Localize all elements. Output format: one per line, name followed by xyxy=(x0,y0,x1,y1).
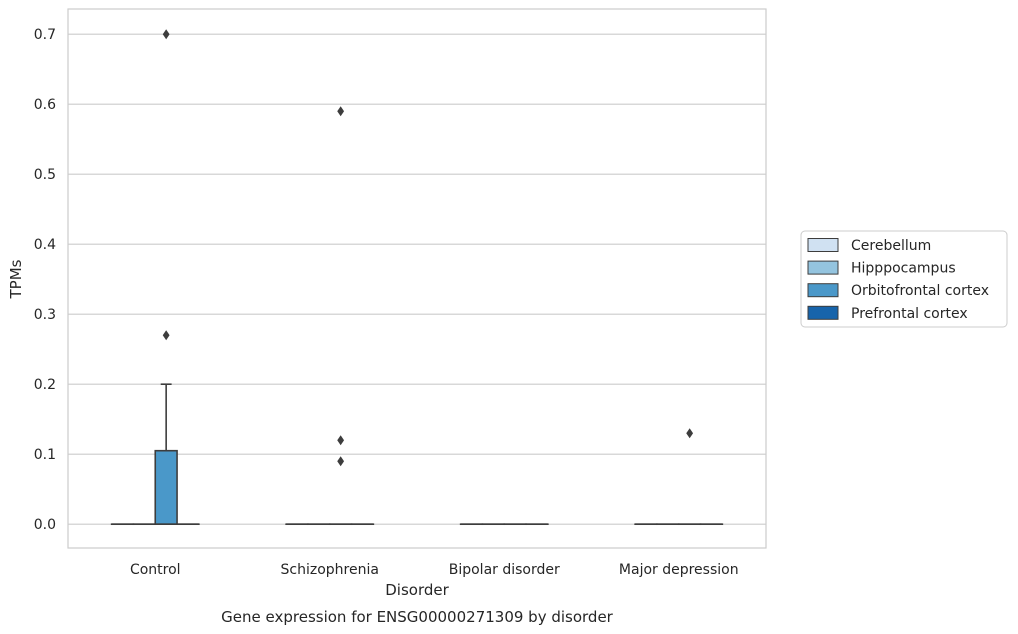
legend-swatch xyxy=(807,305,839,320)
legend-items: Cerebellum Hipppocampus Orbitofrontal cort… xyxy=(807,238,989,322)
outlier-point xyxy=(162,330,170,341)
legend: Cerebellum Hipppocampus Orbitofrontal cort… xyxy=(800,230,1008,328)
outlier-point xyxy=(337,456,345,467)
box-schizophrenia-orbitofrontal-cortex xyxy=(328,106,353,526)
outlier-point xyxy=(686,428,694,439)
box-control-orbitofrontal-cortex xyxy=(154,29,178,526)
y-tick-label: 0.6 xyxy=(34,97,56,113)
y-tick-label: 0.3 xyxy=(34,307,56,323)
x-tick-label: Bipolar disorder xyxy=(449,562,560,578)
y-tick-label: 0.0 xyxy=(34,517,56,533)
legend-label: Orbitofrontal cortex xyxy=(851,283,989,299)
y-tick-label: 0.1 xyxy=(34,447,56,463)
y-tick-label: 0.7 xyxy=(34,27,56,43)
y-tick-labels: 0.0 0.1 0.2 0.3 0.4 0.5 0.6 0.7 xyxy=(34,27,56,533)
x-tick-labels: Control Schizophrenia Bipolar disorder Majo… xyxy=(130,562,739,578)
legend-swatch xyxy=(807,283,839,298)
box-layer xyxy=(110,29,724,526)
y-axis-title: TPMs xyxy=(7,259,25,299)
y-tick-label: 0.5 xyxy=(34,167,56,183)
outlier-point xyxy=(162,29,170,40)
x-tick-label: Major depression xyxy=(619,562,739,578)
x-tick-label: Control xyxy=(130,562,181,578)
gridlines xyxy=(68,33,766,525)
x-tick-label: Schizophrenia xyxy=(281,562,379,578)
chart-caption: Gene expression for ENSG00000271309 by d… xyxy=(221,608,614,626)
x-axis-title: Disorder xyxy=(385,581,449,599)
box-body xyxy=(154,449,178,526)
legend-swatch xyxy=(807,260,839,275)
plot-frame xyxy=(67,8,767,549)
legend-frame xyxy=(800,230,1008,328)
outlier-point xyxy=(337,106,345,117)
box-major-depression-orbitofrontal-cortex xyxy=(677,428,702,526)
y-tick-label: 0.4 xyxy=(34,237,56,253)
legend-swatch xyxy=(807,238,839,252)
legend-label: Cerebellum xyxy=(851,238,931,254)
outlier-point xyxy=(337,435,345,446)
legend-label: Prefrontal cortex xyxy=(851,306,968,322)
legend-label: Hipppocampus xyxy=(851,261,956,277)
y-tick-label: 0.2 xyxy=(34,377,56,393)
